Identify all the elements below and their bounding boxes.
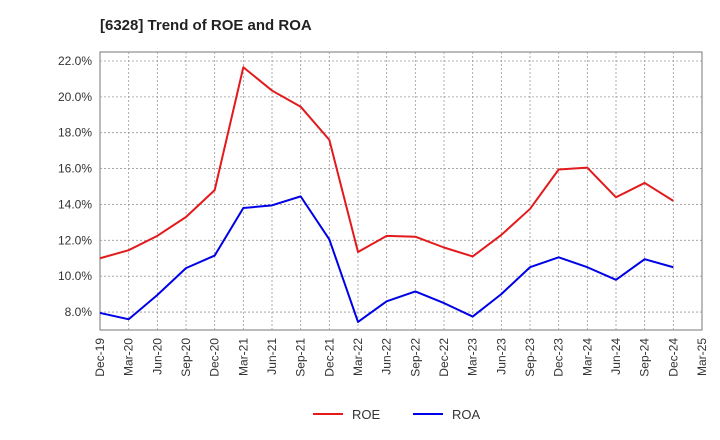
chart-title: [6328] Trend of ROE and ROA	[100, 17, 312, 34]
y-tick-label: 20.0%	[58, 90, 92, 104]
y-tick-label: 10.0%	[58, 269, 92, 283]
plot-area	[99, 51, 703, 331]
x-tick-label: Sep-21	[294, 338, 308, 377]
y-tick-label: 8.0%	[65, 305, 93, 319]
x-tick-label: Jun-20	[150, 338, 164, 375]
x-tick-label: Sep-22	[408, 338, 422, 377]
x-tick-label: Jun-24	[609, 338, 623, 375]
x-axis-tick-labels: Dec-19 Mar-20 Jun-20 Sep-20 Dec-20 Mar-21 Jun-…	[93, 338, 709, 377]
x-tick-label: Mar-21	[236, 338, 250, 376]
y-tick-label: 22.0%	[58, 54, 92, 68]
legend-label-roa: ROA	[452, 407, 481, 422]
y-tick-label: 12.0%	[58, 233, 92, 247]
x-tick-label: Dec-20	[208, 338, 222, 377]
x-tick-label: Mar-20	[122, 338, 136, 376]
x-tick-label: Dec-24	[666, 338, 680, 377]
x-tick-label: Dec-21	[322, 338, 336, 377]
legend: ROE ROA	[313, 407, 481, 422]
y-axis-tick-labels: 8.0% 10.0% 12.0% 14.0% 16.0% 18.0% 20.0% 22.0%	[58, 54, 92, 319]
x-tick-label: Dec-23	[552, 338, 566, 377]
x-tick-label: Jun-23	[494, 338, 508, 375]
x-tick-label: Mar-24	[580, 338, 594, 376]
series-line-roe	[99, 66, 674, 260]
x-tick-label: Sep-20	[179, 338, 193, 377]
x-tick-label: Jun-22	[380, 338, 394, 375]
series-lines	[99, 66, 674, 323]
x-tick-label: Mar-23	[466, 338, 480, 376]
x-tick-label: Dec-19	[93, 338, 107, 377]
x-tick-label: Sep-24	[638, 338, 652, 377]
x-tick-label: Dec-22	[437, 338, 451, 377]
x-tick-label: Jun-21	[265, 338, 279, 375]
y-tick-label: 16.0%	[58, 162, 92, 176]
x-tick-label: Sep-23	[523, 338, 537, 377]
x-tick-label: Mar-22	[351, 338, 365, 376]
legend-label-roe: ROE	[352, 407, 381, 422]
y-tick-label: 14.0%	[58, 197, 92, 211]
y-tick-label: 18.0%	[58, 126, 92, 140]
x-tick-label: Mar-25	[695, 338, 709, 376]
series-line-roa	[99, 195, 674, 323]
